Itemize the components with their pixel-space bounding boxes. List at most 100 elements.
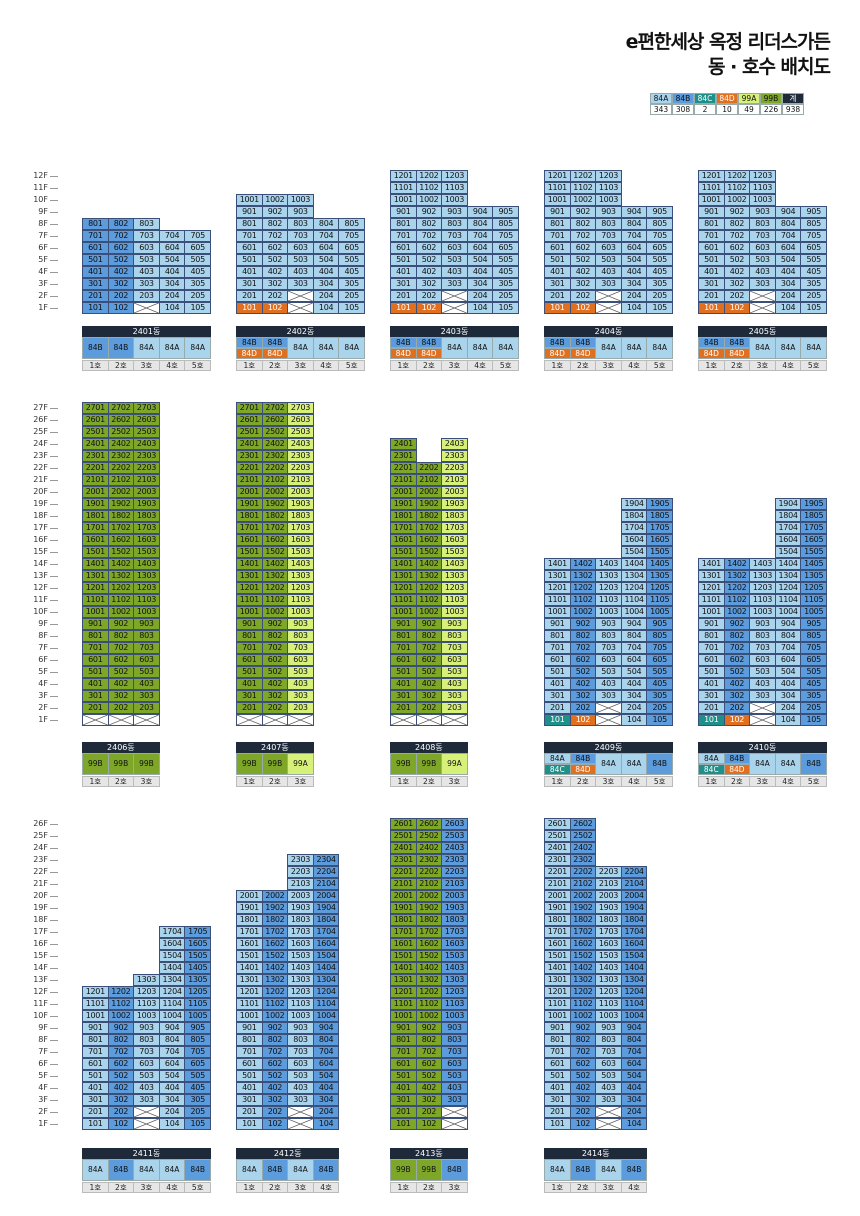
building-type-cell: 84B <box>698 337 725 348</box>
unit-cell: 902 <box>261 1022 289 1034</box>
floor-tick <box>50 176 58 177</box>
unit-cell: 1102 <box>261 998 289 1010</box>
unit-cell: 2202 <box>415 462 443 474</box>
unit-cell: 2403 <box>287 438 314 450</box>
floor-tick <box>50 1028 58 1029</box>
unit-cell: 805 <box>800 630 827 642</box>
floor-label: 3F <box>38 279 48 288</box>
unit-cell: 1903 <box>287 902 314 914</box>
unit-cell: 1102 <box>569 998 597 1010</box>
unit-cell: 403 <box>595 678 622 690</box>
building-type-cell: 84B <box>441 1159 468 1181</box>
ho-label: 2호 <box>569 1182 597 1193</box>
unit-cell: 401 <box>236 678 263 690</box>
unit-cell: 503 <box>133 666 160 678</box>
unit-cell: 1602 <box>261 534 289 546</box>
floor-label: 3F <box>38 691 48 700</box>
unit-cell: 1003 <box>287 606 314 618</box>
unit-cell: 201 <box>544 1106 571 1118</box>
unit-cell: 804 <box>620 218 648 230</box>
floor-tick <box>50 920 58 921</box>
unit-cell: 704 <box>620 642 648 654</box>
empty-unit <box>287 1106 314 1118</box>
ho-label: 1호 <box>236 360 263 371</box>
unit-cell: 1902 <box>261 902 289 914</box>
unit-cell: 901 <box>544 618 571 630</box>
floor-tick <box>50 896 58 897</box>
floor-tick <box>50 1076 58 1077</box>
floor-label: 11F <box>33 999 48 1008</box>
unit-cell: 504 <box>312 254 340 266</box>
unit-cell: 2301 <box>390 854 417 866</box>
unit-cell: 701 <box>236 1046 263 1058</box>
unit-cell: 804 <box>312 218 340 230</box>
unit-cell: 202 <box>107 290 135 302</box>
unit-cell: 1904 <box>620 902 648 914</box>
unit-cell: 1101 <box>698 594 725 606</box>
building-type-cell: 84A <box>133 1159 160 1181</box>
unit-cell: 702 <box>107 230 135 242</box>
unit-cell: 2603 <box>441 818 468 830</box>
building-type-cell: 84B <box>800 753 827 775</box>
unit-cell: 1402 <box>261 962 289 974</box>
ho-label: 2호 <box>107 1182 135 1193</box>
building-type-cell: 84A <box>620 337 648 359</box>
unit-cell: 903 <box>595 206 622 218</box>
unit-cell: 1003 <box>749 606 776 618</box>
unit-cell: 903 <box>749 206 776 218</box>
floor-tick <box>50 1040 58 1041</box>
building-subtype-cell: 84D <box>261 348 289 359</box>
building-name: 2411동 <box>82 1148 211 1159</box>
unit-cell: 2501 <box>390 830 417 842</box>
unit-cell: 602 <box>569 654 597 666</box>
unit-cell: 102 <box>723 302 751 314</box>
unit-cell: 602 <box>569 242 597 254</box>
unit-cell: 2601 <box>82 414 109 426</box>
floor-tick <box>50 1100 58 1101</box>
unit-cell: 801 <box>390 630 417 642</box>
unit-cell: 701 <box>390 642 417 654</box>
unit-cell: 1103 <box>749 594 776 606</box>
unit-cell: 201 <box>82 1106 109 1118</box>
unit-cell: 802 <box>415 218 443 230</box>
building-type-cell: 84B <box>107 1159 135 1181</box>
unit-cell: 1403 <box>287 558 314 570</box>
building-type-cell: 84A <box>620 753 648 775</box>
unit-cell: 405 <box>492 266 519 278</box>
unit-cell: 801 <box>236 218 263 230</box>
unit-cell: 901 <box>390 1022 417 1034</box>
unit-cell: 1202 <box>723 582 751 594</box>
unit-cell: 301 <box>82 1094 109 1106</box>
unit-cell: 104 <box>620 1118 648 1130</box>
unit-cell: 602 <box>261 654 289 666</box>
unit-cell: 2303 <box>133 450 160 462</box>
legend-count-1: 308 <box>672 104 694 115</box>
unit-cell: 305 <box>800 690 827 702</box>
unit-cell: 1902 <box>569 902 597 914</box>
floor-label: 5F <box>38 667 48 676</box>
unit-cell: 401 <box>390 1082 417 1094</box>
floor-label: 10F <box>33 195 48 204</box>
unit-cell: 204 <box>158 1106 186 1118</box>
unit-cell: 503 <box>595 254 622 266</box>
unit-cell: 201 <box>82 702 109 714</box>
unit-cell: 604 <box>312 1058 340 1070</box>
unit-cell: 701 <box>698 642 725 654</box>
unit-cell: 1205 <box>184 986 211 998</box>
floor-tick <box>50 1064 58 1065</box>
unit-cell: 2301 <box>390 450 417 462</box>
unit-cell: 2301 <box>236 450 263 462</box>
unit-cell: 802 <box>723 630 751 642</box>
unit-cell: 1203 <box>595 986 622 998</box>
unit-cell: 303 <box>441 690 468 702</box>
ho-label: 2호 <box>569 776 597 787</box>
ho-label: 2호 <box>415 360 443 371</box>
unit-cell: 701 <box>82 642 109 654</box>
floor-label: 4F <box>38 267 48 276</box>
unit-cell: 604 <box>774 242 802 254</box>
unit-cell: 2003 <box>287 890 314 902</box>
unit-cell: 301 <box>390 278 417 290</box>
building-subtype-cell: 84D <box>569 764 597 775</box>
unit-cell: 1802 <box>415 510 443 522</box>
unit-cell: 2101 <box>390 474 417 486</box>
